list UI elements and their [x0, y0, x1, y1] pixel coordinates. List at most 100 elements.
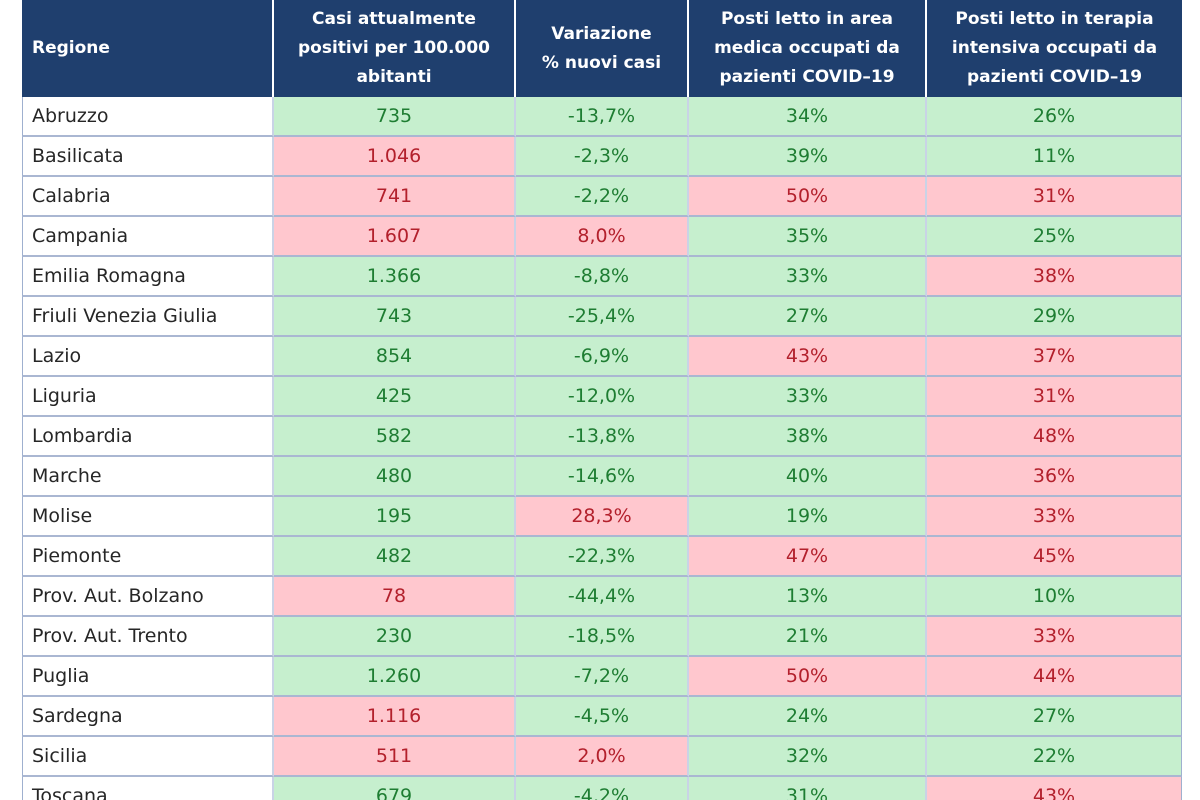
cell-casi-positivi: 741: [274, 177, 516, 217]
cell-terapia-intensiva: 33%: [927, 497, 1182, 537]
header-line: Regione: [32, 38, 110, 58]
table-header: Regione Casi attualmente positivi per 100.…: [22, 0, 1182, 97]
cell-variazione: -13,8%: [516, 417, 689, 457]
cell-terapia-intensiva: 36%: [927, 457, 1182, 497]
cell-casi-positivi: 511: [274, 737, 516, 777]
table-row: Marche 480 -14,6% 40% 36%: [22, 457, 1182, 497]
cell-variazione: 8,0%: [516, 217, 689, 257]
header-line: pazienti COVID–19: [719, 67, 895, 87]
header-posti-terapia-intensiva: Posti letto in terapia intensiva occupati…: [927, 0, 1182, 97]
table-row: Sicilia 511 2,0% 32% 22%: [22, 737, 1182, 777]
cell-variazione: -4,2%: [516, 777, 689, 800]
cell-casi-positivi: 679: [274, 777, 516, 800]
table-body: Abruzzo 735 -13,7% 34% 26% Basilicata 1.046 -2,…: [22, 97, 1182, 800]
cell-area-medica: 50%: [689, 657, 927, 697]
cell-area-medica: 13%: [689, 577, 927, 617]
cell-casi-positivi: 854: [274, 337, 516, 377]
cell-variazione: -4,5%: [516, 697, 689, 737]
cell-regione: Basilicata: [22, 137, 274, 177]
cell-area-medica: 27%: [689, 297, 927, 337]
header-posti-area-medica: Posti letto in area medica occupati da paz…: [689, 0, 927, 97]
header-line: Posti letto in terapia: [955, 9, 1154, 29]
cell-area-medica: 32%: [689, 737, 927, 777]
header-line: medica occupati da: [714, 38, 900, 58]
cell-area-medica: 39%: [689, 137, 927, 177]
cell-regione: Marche: [22, 457, 274, 497]
cell-regione: Lazio: [22, 337, 274, 377]
cell-variazione: -44,4%: [516, 577, 689, 617]
cell-terapia-intensiva: 22%: [927, 737, 1182, 777]
cell-regione: Abruzzo: [22, 97, 274, 137]
cell-variazione: -2,3%: [516, 137, 689, 177]
cell-variazione: -14,6%: [516, 457, 689, 497]
header-variazione-nuovi-casi: Variazione % nuovi casi: [516, 0, 689, 97]
cell-variazione: -18,5%: [516, 617, 689, 657]
cell-regione: Liguria: [22, 377, 274, 417]
cell-casi-positivi: 1.366: [274, 257, 516, 297]
cell-casi-positivi: 482: [274, 537, 516, 577]
table-row: Lombardia 582 -13,8% 38% 48%: [22, 417, 1182, 457]
cell-area-medica: 33%: [689, 377, 927, 417]
cell-terapia-intensiva: 48%: [927, 417, 1182, 457]
cell-regione: Lombardia: [22, 417, 274, 457]
cell-casi-positivi: 735: [274, 97, 516, 137]
cell-regione: Prov. Aut. Bolzano: [22, 577, 274, 617]
table-row: Campania 1.607 8,0% 35% 25%: [22, 217, 1182, 257]
cell-area-medica: 34%: [689, 97, 927, 137]
cell-casi-positivi: 1.607: [274, 217, 516, 257]
cell-variazione: 2,0%: [516, 737, 689, 777]
cell-terapia-intensiva: 37%: [927, 337, 1182, 377]
cell-variazione: -12,0%: [516, 377, 689, 417]
header-casi-positivi: Casi attualmente positivi per 100.000 abit…: [274, 0, 516, 97]
table-row: Prov. Aut. Trento 230 -18,5% 21% 33%: [22, 617, 1182, 657]
cell-variazione: -13,7%: [516, 97, 689, 137]
cell-variazione: -8,8%: [516, 257, 689, 297]
cell-terapia-intensiva: 43%: [927, 777, 1182, 800]
table-row: Calabria 741 -2,2% 50% 31%: [22, 177, 1182, 217]
cell-regione: Molise: [22, 497, 274, 537]
cell-casi-positivi: 230: [274, 617, 516, 657]
cell-terapia-intensiva: 31%: [927, 177, 1182, 217]
table-row: Emilia Romagna 1.366 -8,8% 33% 38%: [22, 257, 1182, 297]
header-regione: Regione: [22, 0, 274, 97]
table-row: Molise 195 28,3% 19% 33%: [22, 497, 1182, 537]
cell-regione: Prov. Aut. Trento: [22, 617, 274, 657]
cell-area-medica: 24%: [689, 697, 927, 737]
cell-area-medica: 19%: [689, 497, 927, 537]
table-row: Lazio 854 -6,9% 43% 37%: [22, 337, 1182, 377]
cell-area-medica: 31%: [689, 777, 927, 800]
table-row: Liguria 425 -12,0% 33% 31%: [22, 377, 1182, 417]
cell-variazione: -25,4%: [516, 297, 689, 337]
cell-terapia-intensiva: 29%: [927, 297, 1182, 337]
cell-casi-positivi: 1.116: [274, 697, 516, 737]
cell-variazione: -7,2%: [516, 657, 689, 697]
cell-area-medica: 38%: [689, 417, 927, 457]
cell-terapia-intensiva: 26%: [927, 97, 1182, 137]
table-row: Toscana 679 -4,2% 31% 43%: [22, 777, 1182, 800]
cell-regione: Piemonte: [22, 537, 274, 577]
table-row: Puglia 1.260 -7,2% 50% 44%: [22, 657, 1182, 697]
cell-terapia-intensiva: 38%: [927, 257, 1182, 297]
header-row: Regione Casi attualmente positivi per 100.…: [22, 0, 1182, 97]
covid-regions-table: Regione Casi attualmente positivi per 100.…: [22, 0, 1182, 800]
cell-casi-positivi: 582: [274, 417, 516, 457]
cell-variazione: -22,3%: [516, 537, 689, 577]
cell-regione: Campania: [22, 217, 274, 257]
header-line: Posti letto in area: [720, 9, 894, 29]
cell-terapia-intensiva: 33%: [927, 617, 1182, 657]
cell-casi-positivi: 425: [274, 377, 516, 417]
header-line: % nuovi casi: [541, 52, 662, 73]
cell-area-medica: 21%: [689, 617, 927, 657]
header-line: pazienti COVID–19: [966, 67, 1143, 87]
header-line: intensiva occupati da: [951, 38, 1158, 58]
table-row: Prov. Aut. Bolzano 78 -44,4% 13% 10%: [22, 577, 1182, 617]
cell-terapia-intensiva: 11%: [927, 137, 1182, 177]
header-line: Casi attualmente: [312, 9, 476, 29]
cell-regione: Sardegna: [22, 697, 274, 737]
header-line: abitanti: [356, 67, 432, 87]
cell-regione: Sicilia: [22, 737, 274, 777]
table-row: Friuli Venezia Giulia 743 -25,4% 27% 29%: [22, 297, 1182, 337]
cell-regione: Toscana: [22, 777, 274, 800]
cell-area-medica: 43%: [689, 337, 927, 377]
cell-area-medica: 40%: [689, 457, 927, 497]
